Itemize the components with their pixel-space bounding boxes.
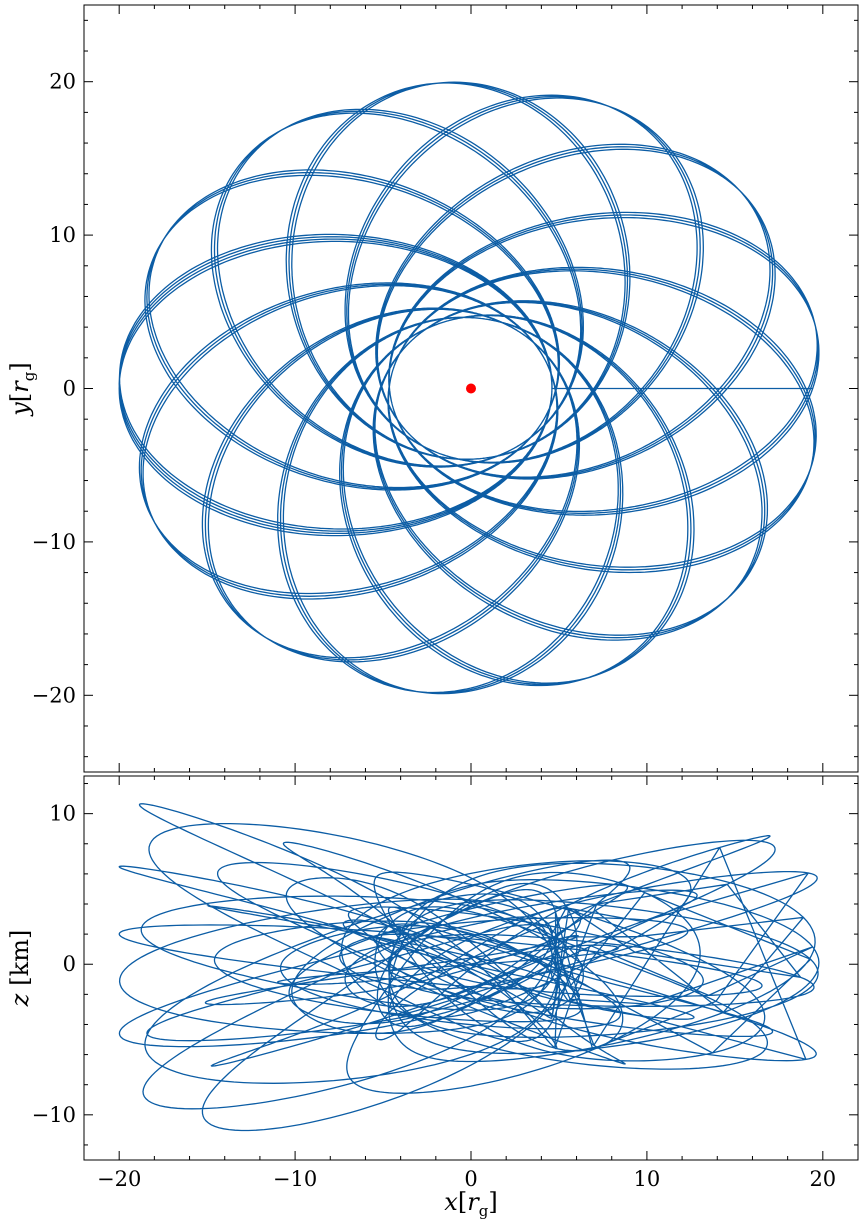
top-panel: −20 −10 0 10 20 y[rg] [6, 4, 859, 773]
top-y-axis-label: y[rg] [6, 362, 38, 416]
bottom-xtick-labels: −20 −10 0 10 20 [97, 1167, 836, 1191]
bottom-panel: −10 0 10 −20 −10 0 10 20 z[km] x[rg] [6, 775, 859, 1220]
y-tick-label: 0 [63, 377, 76, 401]
top-ytick-labels: −20 −10 0 10 20 [32, 70, 76, 708]
y-tick-label: 20 [49, 70, 76, 94]
orbit-xz-line [118, 803, 820, 1132]
x-tick-label: 10 [634, 1167, 661, 1191]
y-tick-label: 10 [49, 802, 76, 826]
y-tick-label: −20 [32, 683, 76, 707]
top-markers [466, 383, 476, 394]
bottom-ytick-labels: −10 0 10 [32, 802, 76, 1127]
top-ticks [83, 5, 859, 772]
bottom-plot-area [118, 803, 820, 1132]
y-tick-label: 10 [49, 223, 76, 247]
y-tick-label: 0 [63, 952, 76, 976]
central-mass-marker [466, 383, 476, 394]
bottom-ticks [83, 776, 859, 1160]
top-plot-area [118, 81, 820, 695]
x-tick-label: 20 [809, 1167, 836, 1191]
y-tick-label: −10 [32, 1103, 76, 1127]
x-tick-label: −20 [97, 1167, 141, 1191]
bottom-x-axis-label: x[rg] [444, 1188, 497, 1220]
x-tick-label: −10 [273, 1167, 317, 1191]
orbit-xy-line [118, 81, 820, 695]
x-tick-label: 0 [464, 1167, 477, 1191]
y-tick-label: −10 [32, 530, 76, 554]
bottom-y-axis-label: z[km] [6, 930, 34, 1008]
